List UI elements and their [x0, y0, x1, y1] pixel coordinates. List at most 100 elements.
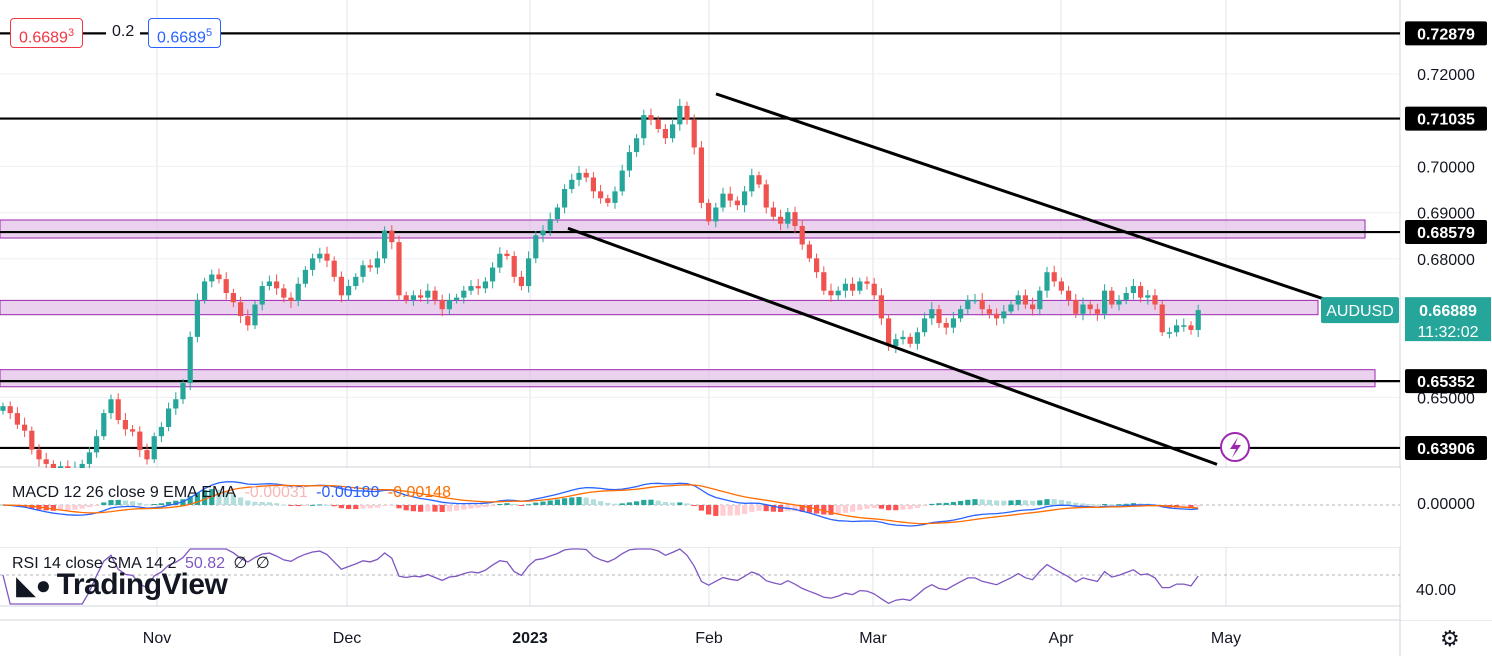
support-zone [0, 219, 1366, 239]
candle [1022, 295, 1028, 305]
candle [266, 281, 272, 287]
macd-histogram-bar [482, 505, 488, 507]
candle [36, 449, 42, 460]
rsi-title: RSI 14 close SMA 14 2 [12, 555, 177, 572]
macd-histogram-bar [655, 500, 661, 505]
candle [612, 191, 618, 203]
macd-histogram-bar [1123, 503, 1129, 505]
macd-histogram-bar [634, 501, 640, 505]
macd-histogram-bar [425, 505, 431, 512]
time-axis-tick: Dec [333, 630, 361, 647]
candle [346, 286, 352, 296]
bid-price[interactable]: 0.66893 [10, 18, 84, 48]
level-price-label: 0.72879 [1417, 26, 1475, 43]
macd-histogram-bar [317, 504, 323, 506]
macd-histogram-bar [547, 500, 553, 505]
macd-histogram-bar [418, 505, 424, 512]
candle [842, 283, 848, 291]
macd-histogram-bar [734, 505, 740, 516]
candle [137, 431, 143, 451]
candle [605, 198, 611, 203]
macd-histogram-bar [216, 489, 222, 505]
macd-histogram-bar [79, 505, 85, 509]
candle [403, 295, 409, 300]
macd-histogram-bar [936, 503, 942, 505]
candle [1087, 304, 1093, 310]
candle [396, 242, 402, 296]
macd-histogram-bar [756, 505, 762, 511]
candle [367, 265, 373, 268]
macd-histogram-bar [828, 505, 834, 515]
candle [122, 420, 128, 430]
macd-histogram-bar [626, 502, 632, 505]
candle [814, 258, 820, 273]
tradingview-logo[interactable]: ◣● TradingView [16, 568, 228, 602]
candle [223, 279, 229, 293]
candle [382, 230, 388, 259]
macd-histogram-bar [950, 502, 956, 505]
candle [576, 172, 582, 180]
candle [598, 191, 604, 199]
macd-histogram-bar [259, 502, 265, 505]
macd-histogram-bar [778, 505, 784, 512]
candle [936, 309, 942, 324]
candle [907, 336, 913, 344]
macd-histogram-bar [367, 505, 373, 509]
macd-histogram-bar [518, 505, 524, 506]
candle [1058, 281, 1064, 291]
candle [194, 299, 200, 337]
candle [778, 216, 784, 224]
macd-histogram-bar [266, 502, 272, 505]
lightning-icon[interactable] [1220, 432, 1250, 462]
candle [943, 323, 949, 328]
macd-histogram-bar [475, 505, 481, 508]
macd-histogram-bar [749, 505, 755, 512]
macd-histogram-bar [554, 499, 560, 505]
candle [238, 302, 244, 317]
candle [86, 452, 92, 464]
candle [216, 274, 222, 280]
ask-price[interactable]: 0.66895 [148, 18, 222, 48]
macd-histogram-bar [374, 505, 380, 508]
level-price-tag [1405, 435, 1487, 460]
candle [418, 295, 424, 298]
upper-trendline [715, 92, 1366, 315]
candle [821, 272, 827, 291]
candle [1152, 295, 1158, 305]
gear-icon[interactable]: ⚙ [1440, 626, 1460, 651]
macd-histogram-bar [900, 505, 906, 510]
macd-histogram-bar [857, 505, 863, 511]
candle [662, 128, 668, 139]
macd-histogram-bar [619, 503, 625, 505]
candle [43, 459, 49, 464]
macd-histogram-bar [1087, 504, 1093, 506]
macd-histogram-bar [446, 505, 452, 512]
macd-histogram-bar [1051, 499, 1057, 505]
candle [929, 309, 935, 319]
candle [677, 105, 683, 125]
macd-legend[interactable]: MACD 12 26 close 9 EMA EMA -0.00031 -0.0… [12, 484, 455, 502]
macd-histogram-bar [1130, 503, 1136, 505]
macd-histogram-bar [187, 496, 193, 505]
macd-histogram-bar [302, 505, 308, 506]
price-axis-tick: 0.72000 [1417, 67, 1475, 84]
candle [310, 258, 316, 270]
level-price-tag [1405, 220, 1487, 245]
candle [187, 336, 193, 384]
macd-histogram-bar [158, 503, 164, 505]
macd-histogram-bar [194, 492, 200, 505]
candle [1051, 272, 1057, 282]
macd-histogram-bar [504, 503, 510, 505]
candle [878, 295, 884, 319]
macd-histogram-bar [886, 505, 892, 511]
candle [799, 225, 805, 245]
candle [425, 290, 431, 298]
macd-histogram-bar [562, 498, 568, 505]
macd-histogram-bar [922, 505, 928, 506]
candle [713, 207, 719, 222]
macd-histogram-bar [101, 502, 107, 505]
macd-histogram-bar [835, 505, 841, 515]
rsi-legend[interactable]: RSI 14 close SMA 14 2 50.82 ∅ ∅ [12, 553, 274, 573]
macd-histogram-bar [864, 505, 870, 509]
